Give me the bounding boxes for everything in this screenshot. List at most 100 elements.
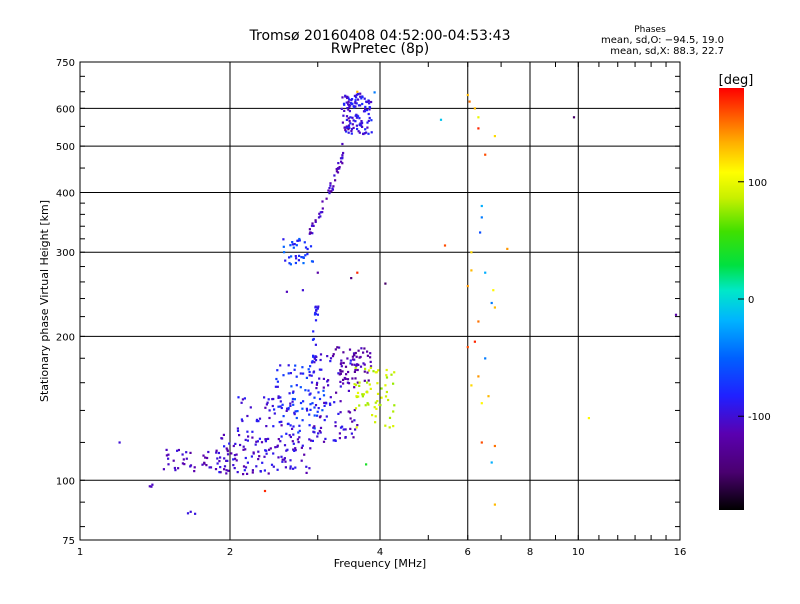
cluster-point [355,116,358,119]
cluster-point [367,112,370,116]
cluster-point [279,396,282,399]
cluster-point [302,256,305,259]
cluster-point [348,98,351,101]
cluster-point [319,431,322,434]
cluster-point [349,359,352,362]
trace-point [311,360,314,363]
trace-point [336,171,340,174]
cluster-point [300,459,303,462]
cluster-point [202,454,205,457]
cluster-point [279,400,282,403]
cluster-point [256,440,259,443]
cluster-point [292,448,295,451]
cluster-point [250,455,253,458]
cluster-point [240,418,243,421]
cluster-point [305,465,308,468]
cluster-point [346,378,350,381]
cluster-point [354,120,357,123]
cluster-point [310,260,314,263]
trace-point [318,212,321,215]
cluster-point [310,361,314,364]
cluster-point [357,93,360,96]
cluster-point [339,400,342,403]
cluster-point [342,114,345,117]
cluster-point [354,377,357,380]
cluster-point [359,365,363,368]
cluster-point [367,119,370,122]
trace-point [341,162,344,165]
trace-point [327,189,330,192]
cluster-point [354,102,357,105]
cluster-point [242,465,246,468]
cluster-point [369,365,373,368]
cluster-point [244,438,247,441]
cluster-point [366,381,369,384]
cluster-point [356,368,359,372]
cluster-point [246,430,249,433]
scatter-point [487,395,490,398]
cluster-point [358,131,361,134]
cluster-point [305,407,308,410]
cluster-point [341,96,344,99]
cluster-point [326,355,329,358]
cluster-point [294,449,297,452]
cluster-point [345,125,348,128]
cluster-point [294,447,297,450]
cluster-point [342,378,345,381]
cluster-point [364,404,367,407]
cluster-point [257,420,260,423]
cluster-point [369,360,372,363]
cluster-point [334,348,337,351]
cluster-point [241,398,244,401]
cluster-point [285,432,288,435]
cluster-point [289,459,292,462]
trace-point [328,192,331,195]
scatter-point [477,320,480,323]
cluster-point [276,468,279,471]
cluster-point [302,372,305,375]
cluster-point [165,454,168,457]
colorbar-ticks: 100 0 -100 [738,178,771,423]
trace-point [333,174,336,177]
cluster-point [324,437,327,440]
cluster-point [311,402,314,405]
cluster-point [316,435,319,438]
cluster-point [268,416,271,420]
cluster-point [267,437,270,440]
scatter-point [466,93,469,97]
cluster-point [263,469,266,472]
cluster-point [280,424,283,427]
cluster-point [334,421,337,424]
cluster-point [244,456,247,460]
cluster-point [366,391,369,394]
cluster-point [242,445,245,448]
cluster-point [344,436,347,439]
cluster-point [380,387,383,390]
cluster-point [354,428,357,431]
cluster-point [268,448,271,451]
cluster-point [353,386,356,389]
scatter-point [470,251,473,254]
cluster-point [313,396,316,399]
cluster-point [327,379,330,382]
cluster-point [345,130,348,133]
cluster-point [357,349,360,352]
cluster-point [273,412,276,415]
cluster-point [294,410,297,413]
trace-point [329,182,332,185]
cluster-point [344,377,347,380]
scatter-point [118,441,121,444]
trace-point [308,374,311,377]
cluster-point [167,463,170,466]
cluster-point [297,441,300,444]
trace-point [346,96,349,100]
cluster-point [331,355,335,358]
phase-box-heading: Phases [634,25,666,35]
scatter-point [479,231,482,234]
cluster-point [258,455,261,458]
cluster-point [219,471,222,474]
cluster-point [293,411,296,414]
cluster-point [352,352,356,355]
cluster-point [318,429,321,433]
cluster-point [359,92,362,95]
